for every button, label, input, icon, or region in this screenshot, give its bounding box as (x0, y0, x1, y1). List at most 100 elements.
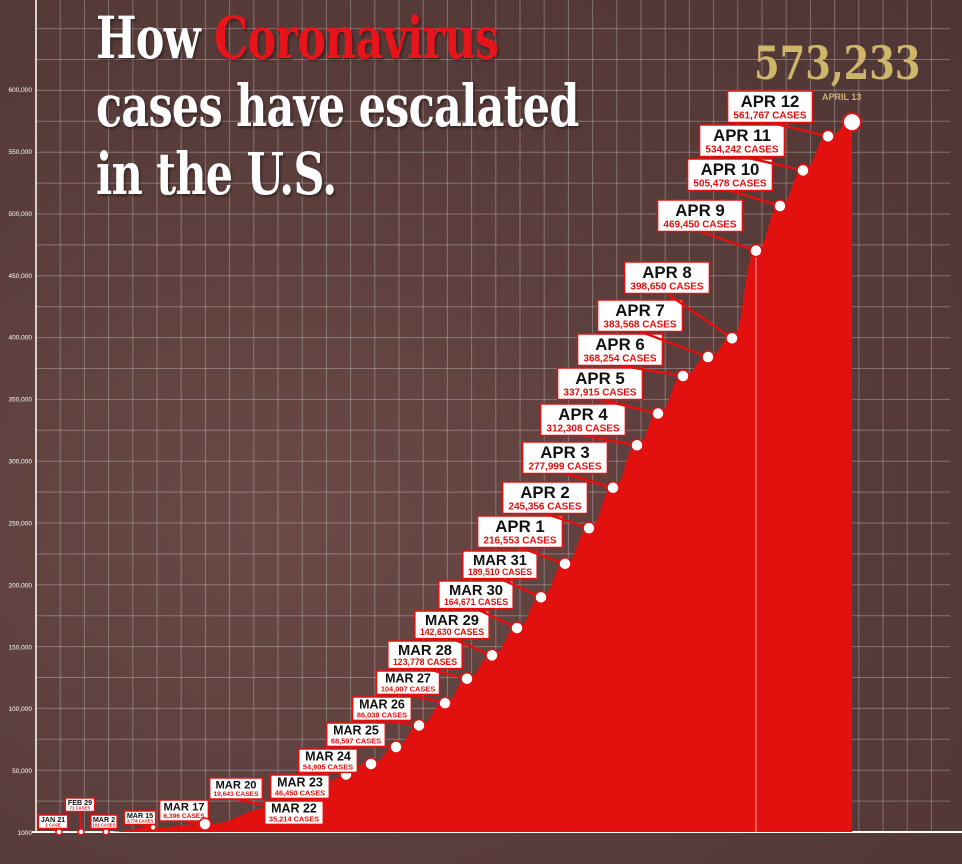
label-box (208, 777, 264, 800)
label-box (686, 158, 774, 192)
label-date: MAR 26 (359, 698, 405, 712)
label-cases: 337,915 CASES (563, 387, 637, 398)
y-tick-label: 1000 (18, 830, 33, 837)
label-date: MAR 27 (385, 672, 431, 686)
label-box (462, 550, 538, 580)
label-box (269, 774, 331, 800)
label-date: APR 1 (495, 517, 544, 536)
label-date: APR 2 (520, 483, 569, 502)
label-cases: 101 CASES (93, 823, 116, 828)
label-box (576, 333, 664, 367)
label-cases: 54,905 CASES (303, 762, 353, 771)
label-date: MAR 25 (333, 724, 379, 738)
label-date: MAR 2 (93, 815, 115, 824)
label-box (556, 367, 644, 401)
data-point (773, 199, 787, 213)
label-cases: 104,007 CASES (381, 684, 435, 693)
label-box (596, 299, 684, 333)
data-point (510, 621, 524, 635)
label-date: APR 6 (595, 335, 644, 354)
data-point (77, 828, 85, 836)
y-tick-label: 100,000 (9, 706, 33, 713)
label-cases: 164,671 CASES (444, 597, 508, 607)
label-cases: 142,630 CASES (420, 627, 484, 637)
label-box (158, 799, 210, 822)
title-line3: in the U.S. (96, 140, 337, 208)
data-point (796, 163, 810, 178)
title-highlight: Coronavirus (214, 4, 499, 72)
label-date: MAR 30 (449, 583, 503, 599)
leader-line (544, 512, 590, 530)
label-box (726, 90, 814, 124)
data-point (412, 718, 426, 733)
label-box (539, 403, 627, 437)
y-tick-label: 50,000 (12, 768, 32, 775)
label-cases: 6,396 CASES (163, 813, 205, 820)
label-cases: 561,767 CASES (733, 110, 807, 121)
leader-line (499, 577, 542, 599)
leader-line (451, 637, 493, 657)
title-line1: How (96, 4, 215, 72)
y-tick-label: 450,000 (9, 273, 33, 280)
label-cases: 469,450 CASES (663, 219, 737, 230)
label-cases: 383,568 CASES (603, 319, 677, 330)
label-date: APR 11 (713, 126, 771, 145)
label-date: APR 8 (642, 263, 691, 282)
data-point (582, 521, 596, 535)
label-box (375, 670, 441, 696)
label-cases: 216,553 CASES (483, 535, 557, 546)
data-point (821, 129, 835, 144)
label-cases: 1 CASE (45, 823, 61, 828)
label-date: MAR 20 (215, 780, 256, 792)
label-box (297, 748, 359, 774)
label-date: MAR 17 (163, 802, 204, 814)
data-point (558, 557, 572, 571)
data-point (534, 590, 548, 605)
label-date: MAR 31 (473, 553, 527, 569)
data-point (725, 331, 739, 346)
data-point (630, 438, 644, 453)
leader-line (619, 364, 684, 378)
y-tick-label: 600,000 (9, 87, 33, 94)
data-point (438, 696, 452, 710)
label-box (64, 797, 96, 813)
label-box (263, 800, 325, 826)
label-cases: 368,254 CASES (583, 353, 657, 364)
data-point (701, 350, 715, 364)
leader-line (741, 155, 804, 172)
data-label: MAR 153,774 CASES (123, 810, 157, 829)
leader-line (769, 121, 829, 138)
label-date: APR 3 (540, 443, 589, 462)
label-box (698, 124, 786, 158)
label-date: APR 7 (615, 301, 664, 320)
label-cases: 312,308 CASES (546, 423, 620, 434)
leader-line (519, 546, 566, 566)
cases-area (36, 122, 852, 832)
y-tick-label: 250,000 (9, 520, 33, 527)
label-date: APR 5 (575, 369, 624, 388)
leader-line (582, 434, 638, 447)
data-point (460, 671, 474, 686)
y-tick-label: 400,000 (9, 335, 33, 342)
y-tick-label: 200,000 (9, 582, 33, 589)
label-cases: 398,650 CASES (630, 281, 704, 292)
label-cases: 245,356 CASES (508, 501, 582, 512)
label-cases: 3,774 CASES (127, 819, 154, 824)
